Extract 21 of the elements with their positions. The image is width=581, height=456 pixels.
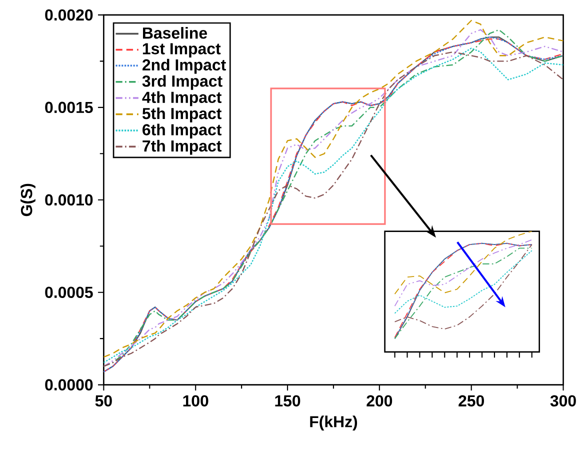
legend-label: 7th Impact bbox=[142, 140, 222, 155]
y-axis-title: G(S) bbox=[20, 184, 36, 216]
x-tick-label: 50 bbox=[95, 395, 112, 407]
legend-label: Baseline bbox=[143, 27, 208, 39]
x-tick-label: 300 bbox=[550, 395, 576, 407]
x-tick-label: 250 bbox=[458, 395, 484, 407]
legend-label: 4th Impact bbox=[142, 91, 222, 106]
y-tick-label: 0.0010 bbox=[45, 194, 93, 206]
legend-label: 3rd Impact bbox=[142, 75, 222, 90]
legend-label: 1st Impact bbox=[142, 43, 221, 58]
x-tick-label: 100 bbox=[183, 395, 208, 407]
legend-label: 2nd Impact bbox=[142, 59, 226, 74]
y-tick-label: 0.0000 bbox=[45, 379, 93, 391]
y-tick-label: 0.0015 bbox=[45, 102, 93, 114]
x-tick-label: 200 bbox=[366, 395, 392, 407]
x-axis-title: F(kHz) bbox=[310, 416, 358, 431]
legend-label: 6th Impact bbox=[142, 124, 222, 139]
legend-label: 5th Impact bbox=[142, 108, 222, 123]
y-tick-label: 0.0020 bbox=[45, 10, 93, 21]
y-tick-label: 0.0005 bbox=[45, 286, 93, 298]
x-tick-label: 150 bbox=[275, 395, 300, 407]
